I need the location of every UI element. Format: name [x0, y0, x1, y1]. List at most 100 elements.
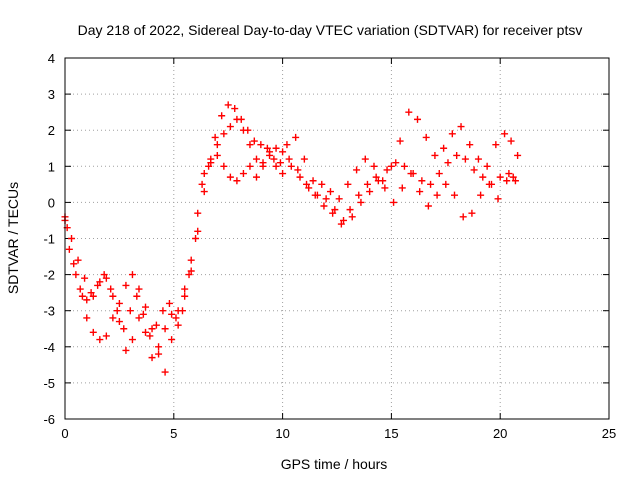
data-point	[361, 155, 369, 163]
y-tick-label: 0	[48, 195, 55, 210]
data-point	[424, 202, 432, 210]
data-point	[65, 245, 73, 253]
data-point	[100, 271, 108, 279]
data-point	[165, 299, 173, 307]
data-point	[303, 180, 311, 188]
data-point	[87, 289, 95, 297]
data-point	[337, 220, 345, 228]
data-point	[231, 105, 239, 113]
data-point	[272, 144, 280, 152]
data-point	[326, 188, 334, 196]
data-point	[128, 336, 136, 344]
data-point	[501, 130, 509, 138]
series-trace-c	[63, 148, 517, 362]
data-point	[187, 256, 195, 264]
data-point	[276, 159, 284, 167]
data-point	[122, 281, 130, 289]
data-point	[344, 180, 352, 188]
data-point	[509, 173, 517, 181]
data-point	[477, 191, 485, 199]
data-point	[220, 130, 228, 138]
data-point	[496, 173, 504, 181]
data-point	[387, 162, 395, 170]
data-point	[331, 206, 339, 214]
data-point	[155, 343, 163, 351]
data-point	[252, 173, 260, 181]
data-point	[346, 206, 354, 214]
data-point	[107, 285, 115, 293]
data-point	[279, 170, 287, 178]
data-point	[224, 101, 232, 109]
data-point	[239, 170, 247, 178]
y-tick-label: -4	[43, 340, 55, 355]
data-point	[198, 180, 206, 188]
data-point	[126, 307, 134, 315]
data-point	[503, 177, 511, 185]
data-point	[363, 180, 371, 188]
data-point	[492, 141, 500, 149]
data-points	[61, 101, 522, 376]
data-point	[431, 151, 439, 159]
grid	[65, 58, 609, 419]
data-point	[259, 162, 267, 170]
series-trace-b	[61, 101, 522, 340]
data-point	[270, 155, 278, 163]
data-point	[285, 155, 293, 163]
data-point	[272, 162, 280, 170]
data-point	[70, 260, 78, 268]
data-point	[246, 141, 254, 149]
y-tick-label: 2	[48, 123, 55, 138]
data-point	[213, 151, 221, 159]
data-point	[78, 292, 86, 300]
data-point	[366, 188, 374, 196]
chart-title: Day 218 of 2022, Sidereal Day-to-day VTE…	[78, 22, 583, 38]
data-point	[142, 303, 150, 311]
data-point	[300, 155, 308, 163]
y-tick-label: -5	[43, 376, 55, 391]
data-point	[135, 314, 143, 322]
data-point	[133, 292, 141, 300]
data-point	[405, 108, 413, 116]
data-point	[494, 195, 502, 203]
data-point	[168, 336, 176, 344]
data-point	[451, 191, 459, 199]
data-point	[355, 191, 363, 199]
data-point	[205, 162, 213, 170]
data-point	[433, 191, 441, 199]
x-tick-label: 0	[61, 426, 68, 441]
data-point	[396, 137, 404, 145]
data-point	[448, 130, 456, 138]
data-point	[263, 144, 271, 152]
data-point	[381, 184, 389, 192]
x-tick-label: 10	[275, 426, 289, 441]
data-point	[370, 162, 378, 170]
data-point	[383, 166, 391, 174]
y-tick-label: 4	[48, 51, 55, 66]
data-point	[220, 162, 228, 170]
x-tick-label: 25	[602, 426, 616, 441]
data-point	[72, 271, 80, 279]
data-point	[320, 202, 328, 210]
data-point	[435, 170, 443, 178]
data-point	[348, 213, 356, 221]
data-point	[372, 173, 380, 181]
data-point	[211, 133, 219, 141]
data-point	[335, 195, 343, 203]
data-point	[283, 141, 291, 149]
data-point	[237, 115, 245, 123]
data-point	[113, 307, 121, 315]
data-point	[192, 235, 200, 242]
y-tick-label: 3	[48, 87, 55, 102]
data-point	[485, 180, 493, 188]
data-point	[161, 368, 169, 376]
data-point	[468, 209, 476, 217]
data-point	[142, 328, 150, 336]
data-point	[400, 162, 408, 170]
data-point	[168, 310, 176, 318]
data-point	[294, 166, 302, 174]
data-point	[379, 177, 387, 185]
data-point	[322, 195, 330, 203]
data-point	[179, 307, 187, 315]
data-point	[161, 325, 169, 333]
